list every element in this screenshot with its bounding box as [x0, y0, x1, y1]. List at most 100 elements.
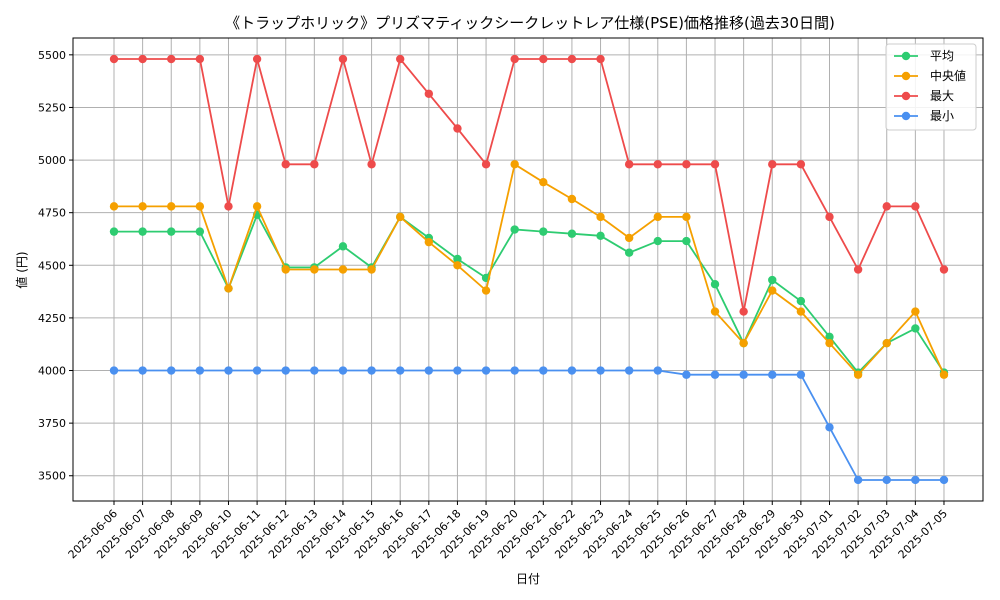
data-point: [939, 265, 949, 274]
data-point: [481, 160, 491, 169]
data-point: [195, 54, 205, 64]
data-point: [396, 212, 405, 222]
data-point: [624, 366, 634, 375]
data-point: [825, 338, 834, 348]
data-point: [224, 366, 233, 375]
data-point: [310, 366, 319, 375]
data-point: [338, 366, 348, 375]
series-line: [114, 55, 945, 312]
data-point: [224, 284, 233, 293]
data-point: [682, 160, 691, 169]
data-point: [567, 229, 577, 238]
data-point: [825, 212, 834, 222]
data-point: [624, 233, 634, 243]
data-point: [424, 89, 434, 98]
data-point: [596, 366, 605, 375]
data-point: [567, 194, 577, 204]
data-point: [768, 160, 777, 169]
data-point: [167, 227, 176, 236]
data-point: [882, 338, 891, 348]
data-point: [596, 212, 605, 222]
data-point: [796, 370, 806, 379]
legend-label: 中央値: [930, 68, 966, 83]
data-point: [911, 307, 920, 316]
data-point: [825, 423, 834, 432]
legend-marker: [901, 51, 911, 61]
series-line: [114, 212, 945, 374]
data-point: [453, 261, 462, 270]
data-point: [424, 237, 434, 247]
data-point: [624, 160, 634, 169]
data-point: [596, 54, 605, 64]
data-point: [138, 227, 147, 236]
data-point: [796, 160, 806, 169]
data-point: [424, 366, 434, 375]
y-tick-label: 5500: [38, 49, 66, 62]
y-axis-label: 値 (円): [14, 251, 29, 288]
data-point: [396, 366, 405, 375]
data-point: [167, 54, 176, 64]
data-point: [596, 231, 605, 241]
data-point: [682, 370, 691, 379]
data-point: [109, 202, 119, 211]
data-point: [939, 475, 949, 485]
series-line: [114, 369, 944, 481]
data-point: [539, 227, 548, 236]
data-point: [453, 254, 462, 264]
data-point: [338, 54, 348, 64]
data-point: [367, 265, 376, 274]
data-point: [539, 54, 548, 64]
data-point: [195, 227, 205, 236]
data-point: [481, 366, 491, 375]
y-tick-label: 5000: [38, 154, 66, 167]
data-point: [510, 225, 519, 234]
data-point: [682, 236, 691, 246]
data-point: [281, 366, 290, 375]
y-axis-ticks: 3500 3750 4000 4250 4500 4750 5000 5250 5500: [38, 49, 73, 483]
data-point: [567, 366, 577, 375]
data-point: [710, 370, 720, 379]
grid-lines: [73, 38, 983, 501]
data-point: [224, 202, 233, 211]
data-point: [138, 202, 147, 211]
data-point: [338, 265, 348, 274]
data-point: [710, 160, 720, 169]
data-point: [682, 212, 691, 222]
y-tick-label: 4750: [38, 207, 66, 220]
data-point: [653, 236, 662, 246]
series-line: [114, 162, 945, 377]
data-point: [710, 307, 720, 316]
y-tick-label: 4250: [38, 312, 66, 325]
data-point: [281, 265, 290, 274]
data-point: [252, 366, 262, 375]
legend-box: [885, 43, 977, 131]
legend-label: 最小: [930, 109, 954, 123]
data-point: [768, 286, 777, 295]
data-point: [310, 265, 319, 274]
data-point: [109, 366, 119, 375]
data-point: [109, 54, 119, 64]
data-point: [624, 248, 634, 257]
data-point: [539, 366, 548, 375]
data-point: [882, 475, 891, 485]
y-tick-label: 3500: [38, 470, 66, 483]
x-axis-ticks: 2025-06-062025-06-072025-06-082025-06-09…: [66, 501, 950, 561]
data-point: [653, 366, 662, 375]
data-point: [109, 227, 119, 236]
data-point: [853, 475, 863, 485]
data-point: [138, 54, 147, 64]
data-point: [768, 370, 777, 379]
data-point: [453, 366, 462, 375]
data-point: [768, 275, 777, 285]
chart-title: 《トラップホリック》プリズマティックシークレットレア仕様(PSE)価格推移(過去…: [225, 14, 835, 32]
data-point: [710, 280, 720, 289]
legend-marker: [901, 111, 911, 121]
data-point: [481, 286, 491, 295]
data-point: [653, 160, 662, 169]
legend-marker: [901, 71, 911, 81]
legend-label: 最大: [930, 89, 954, 103]
plot-frame: [72, 37, 984, 502]
data-point: [367, 160, 376, 169]
data-point: [396, 54, 405, 64]
